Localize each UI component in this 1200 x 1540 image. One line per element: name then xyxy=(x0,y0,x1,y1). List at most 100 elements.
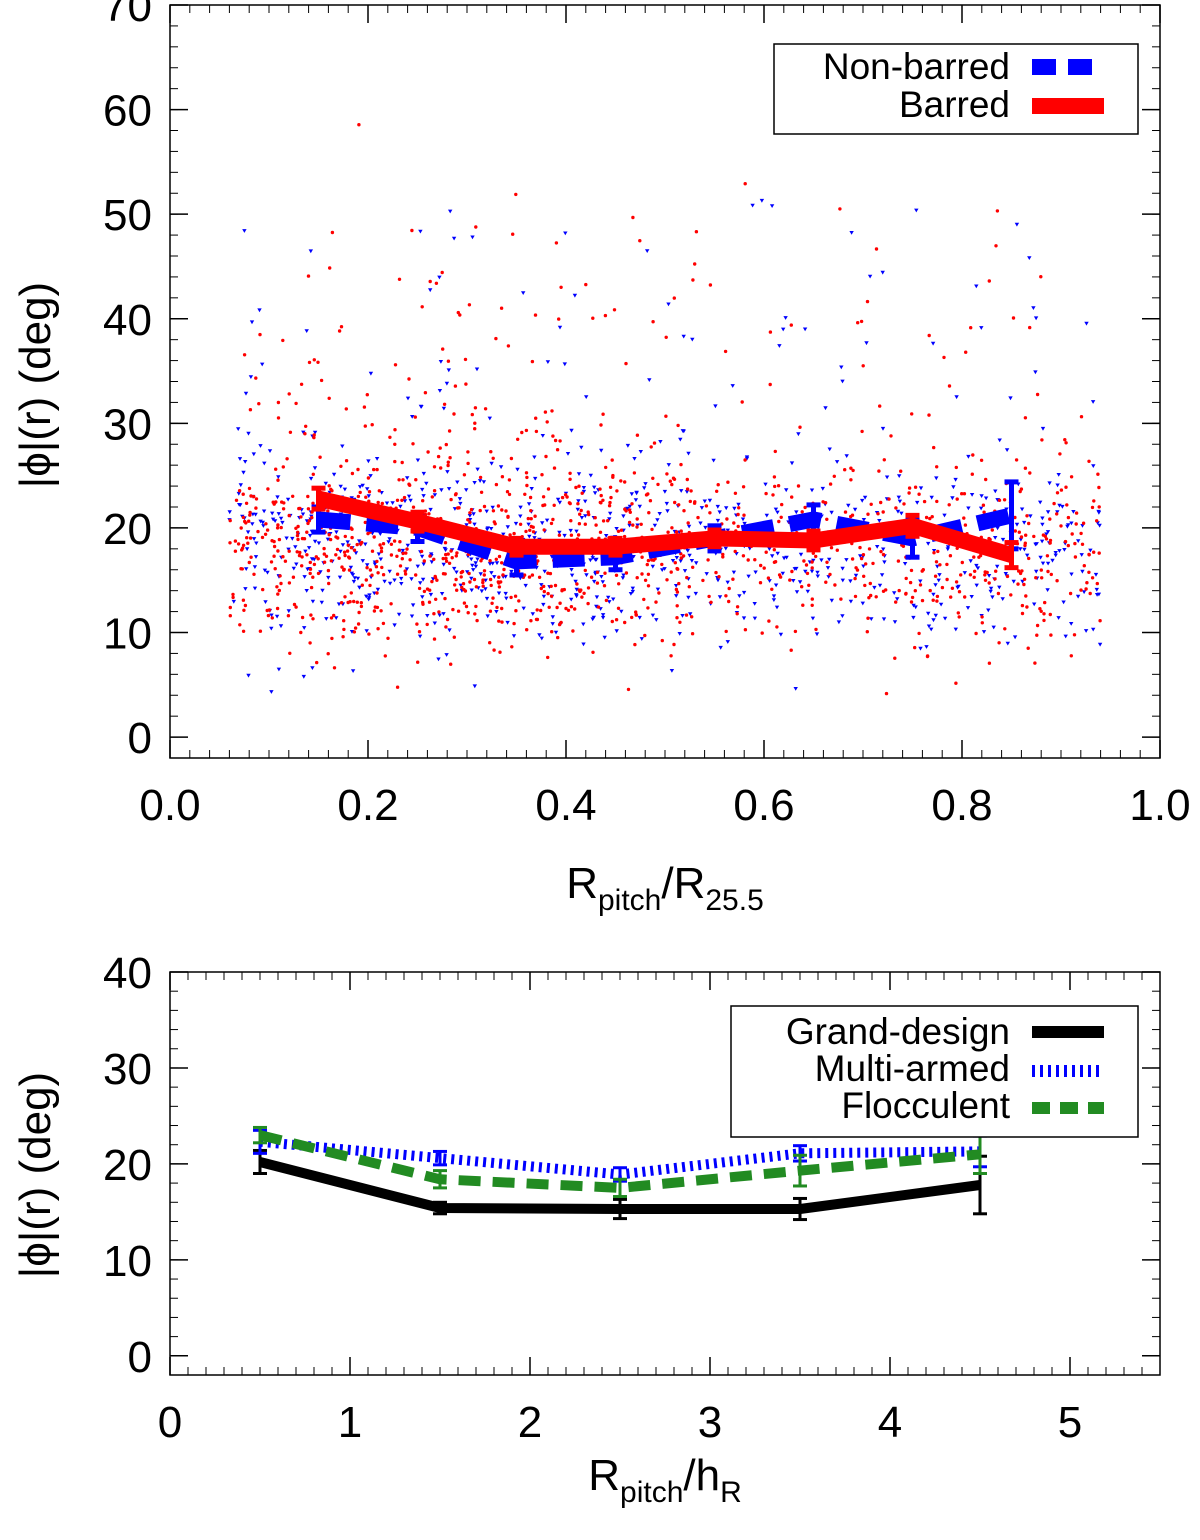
scatter-point-nonbarred xyxy=(487,416,492,421)
scatter-point-barred xyxy=(248,408,253,412)
scatter-point-barred xyxy=(231,595,235,600)
scatter-point-barred xyxy=(422,559,426,563)
scatter-point-barred xyxy=(583,522,587,526)
scatter-point-nonbarred xyxy=(881,617,887,622)
scatter-point-nonbarred xyxy=(678,437,683,442)
scatter-point-barred xyxy=(530,359,535,364)
scatter-point-barred xyxy=(742,513,746,517)
scatter-point-nonbarred xyxy=(553,630,559,635)
scatter-point-nonbarred xyxy=(1069,622,1074,626)
scatter-point-nonbarred xyxy=(276,475,281,479)
scatter-point-barred xyxy=(497,619,501,623)
scatter-point-nonbarred xyxy=(1069,521,1074,526)
scatter-point-barred xyxy=(233,539,238,543)
scatter-point-barred xyxy=(374,565,379,569)
scatter-point-barred xyxy=(724,594,728,598)
scatter-point-nonbarred xyxy=(270,517,276,522)
scatter-point-barred xyxy=(691,565,695,569)
scatter-point-nonbarred xyxy=(737,594,742,598)
scatter-point-nonbarred xyxy=(815,570,820,575)
scatter-point-nonbarred xyxy=(366,596,372,600)
scatter-point-barred xyxy=(247,519,251,523)
x-axis-title-sub2: R xyxy=(720,1476,742,1509)
scatter-point-barred xyxy=(375,605,380,610)
scatter-point-barred xyxy=(608,500,612,505)
scatter-point-nonbarred xyxy=(929,495,934,500)
scatter-point-barred xyxy=(352,630,357,634)
scatter-point-barred xyxy=(340,565,344,569)
scatter-point-nonbarred xyxy=(415,564,420,569)
scatter-point-barred xyxy=(1059,524,1063,528)
scatter-point-barred xyxy=(380,501,384,506)
scatter-point-barred xyxy=(987,279,991,283)
scatter-point-barred xyxy=(604,465,608,470)
scatter-point-barred xyxy=(428,279,432,284)
scatter-point-barred xyxy=(504,509,508,513)
legend-label-grand-design: Grand-design xyxy=(786,1011,1010,1052)
scatter-point-barred xyxy=(612,308,617,312)
scatter-point-nonbarred xyxy=(642,486,647,491)
scatter-point-barred xyxy=(1074,522,1078,526)
scatter-point-nonbarred xyxy=(880,426,886,431)
scatter-point-barred xyxy=(326,568,331,573)
scatter-point-nonbarred xyxy=(504,596,509,601)
scatter-point-nonbarred xyxy=(966,506,971,511)
scatter-point-barred xyxy=(1038,607,1042,611)
x-tick-label: 3 xyxy=(698,1398,722,1447)
scatter-point-barred xyxy=(867,547,872,551)
scatter-point-nonbarred xyxy=(1084,321,1089,326)
scatter-point-barred xyxy=(356,494,361,499)
scatter-point-barred xyxy=(393,428,397,432)
scatter-point-nonbarred xyxy=(1038,500,1043,505)
scatter-point-nonbarred xyxy=(715,578,721,583)
scatter-point-barred xyxy=(473,421,477,425)
scatter-point-barred xyxy=(347,555,351,559)
scatter-point-barred xyxy=(701,578,705,583)
scatter-point-barred xyxy=(244,521,248,525)
scatter-point-nonbarred xyxy=(934,476,939,481)
scatter-point-barred xyxy=(241,492,245,496)
scatter-point-nonbarred xyxy=(1079,553,1084,557)
scatter-point-barred xyxy=(772,548,776,552)
scatter-point-barred xyxy=(949,595,953,599)
scatter-point-nonbarred xyxy=(511,634,517,638)
scatter-point-barred xyxy=(1074,511,1079,515)
x-tick-label: 4 xyxy=(878,1398,902,1447)
scatter-point-nonbarred xyxy=(704,572,709,576)
scatter-point-barred xyxy=(514,609,518,613)
scatter-point-barred xyxy=(947,384,952,388)
scatter-point-barred xyxy=(789,648,793,652)
scatter-point-barred xyxy=(553,438,558,443)
scatter-point-nonbarred xyxy=(320,588,325,593)
scatter-point-nonbarred xyxy=(579,445,584,450)
scatter-point-nonbarred xyxy=(1034,569,1039,574)
scatter-point-barred xyxy=(552,466,557,470)
scatter-point-barred xyxy=(721,552,725,557)
scatter-point-barred xyxy=(960,560,964,565)
scatter-point-nonbarred xyxy=(291,566,296,571)
scatter-point-barred xyxy=(240,548,244,552)
scatter-point-barred xyxy=(568,477,572,481)
scatter-point-barred xyxy=(928,588,932,593)
scatter-point-nonbarred xyxy=(736,502,741,507)
scatter-point-nonbarred xyxy=(718,645,723,650)
scatter-point-barred xyxy=(571,629,575,633)
scatter-point-nonbarred xyxy=(860,498,865,503)
scatter-point-nonbarred xyxy=(318,570,323,575)
scatter-point-barred xyxy=(1072,633,1077,637)
scatter-point-nonbarred xyxy=(794,590,800,594)
scatter-point-barred xyxy=(540,473,544,477)
scatter-point-barred xyxy=(759,563,763,568)
x-axis-title: Rpitch/R25.5 xyxy=(566,859,764,917)
scatter-point-barred xyxy=(928,516,932,521)
scatter-point-barred xyxy=(835,548,839,552)
scatter-point-barred xyxy=(913,589,917,593)
scatter-point-barred xyxy=(534,429,539,434)
scatter-point-nonbarred xyxy=(599,448,604,453)
scatter-point-barred xyxy=(668,479,672,483)
scatter-point-nonbarred xyxy=(711,458,716,463)
scatter-point-nonbarred xyxy=(526,522,531,527)
scatter-point-nonbarred xyxy=(945,547,950,552)
scatter-point-nonbarred xyxy=(902,562,908,566)
scatter-point-barred xyxy=(242,608,246,612)
